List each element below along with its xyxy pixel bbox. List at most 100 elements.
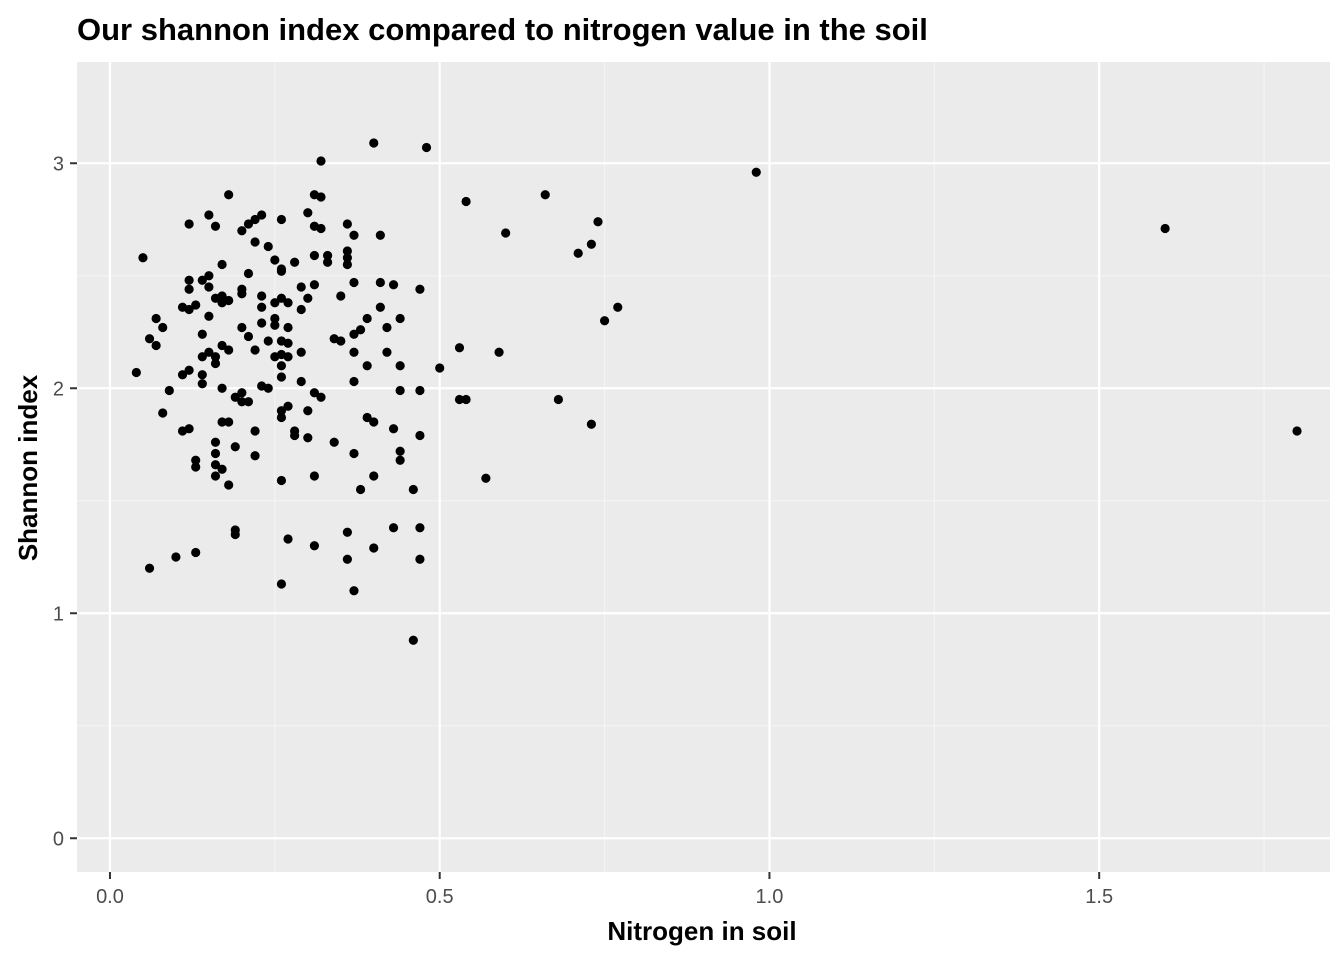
data-point [316, 392, 326, 402]
y-tick-label: 0 [53, 828, 64, 850]
data-point [1292, 426, 1302, 436]
data-point [316, 156, 326, 166]
data-point [263, 336, 273, 346]
data-point [362, 313, 372, 324]
data-point [421, 142, 432, 153]
data-point [151, 340, 161, 351]
data-point [303, 406, 313, 416]
data-point [250, 451, 260, 461]
data-point [217, 464, 227, 474]
data-point [276, 361, 287, 371]
data-point [349, 376, 359, 387]
data-point [283, 338, 293, 348]
data-point [171, 552, 181, 562]
data-point [586, 419, 596, 429]
data-point [217, 259, 227, 270]
data-point [349, 277, 359, 288]
data-point [303, 208, 313, 218]
data-point [204, 282, 214, 292]
data-point [395, 455, 405, 465]
data-point [184, 275, 194, 285]
data-point [342, 527, 352, 537]
data-point [309, 280, 320, 290]
data-point [138, 253, 148, 263]
data-point [481, 473, 491, 483]
data-point [276, 293, 287, 303]
data-point [276, 266, 287, 276]
data-point [243, 268, 254, 279]
data-point [382, 322, 392, 333]
data-point [224, 190, 234, 200]
data-point [309, 471, 320, 481]
data-point [257, 318, 267, 328]
data-point [349, 586, 359, 596]
data-point [296, 304, 306, 315]
data-point [237, 289, 247, 299]
data-point [415, 385, 425, 396]
data-point [276, 406, 287, 416]
data-point [303, 433, 313, 443]
y-tick-label: 3 [53, 153, 64, 175]
data-point [151, 313, 161, 324]
data-point [230, 442, 240, 452]
data-point [395, 313, 405, 324]
data-point [296, 282, 306, 292]
data-point [369, 417, 379, 427]
data-point [177, 370, 188, 380]
data-point [336, 291, 346, 301]
data-point [355, 484, 366, 495]
data-point [540, 190, 550, 200]
y-axis: 0 1 2 3 [53, 153, 77, 850]
data-point [250, 214, 260, 225]
data-point [342, 259, 352, 270]
data-point [362, 361, 372, 371]
data-point [454, 394, 465, 405]
data-point [210, 471, 221, 481]
data-point [415, 284, 425, 294]
data-point [408, 484, 418, 495]
data-point [197, 379, 207, 389]
data-point [270, 255, 280, 265]
data-point [375, 302, 385, 312]
data-point [336, 336, 346, 346]
data-point [323, 250, 333, 261]
gridlines [77, 62, 1330, 872]
data-point [210, 460, 221, 470]
data-point [362, 412, 372, 423]
data-point [382, 347, 392, 357]
data-point [415, 554, 425, 564]
data-point [461, 394, 471, 405]
data-point [257, 291, 267, 301]
data-point [349, 329, 359, 339]
data-point [131, 367, 141, 378]
data-point [276, 412, 287, 423]
data-point [276, 372, 287, 382]
data-point [388, 280, 399, 290]
data-point [461, 196, 471, 207]
data-point [250, 345, 260, 355]
x-axis-title: Nitrogen in soil [607, 916, 796, 946]
data-point [270, 320, 280, 330]
data-point [375, 277, 385, 288]
data-point [342, 219, 352, 229]
data-point [191, 462, 201, 472]
data-point [217, 340, 227, 351]
data-point [217, 417, 227, 427]
data-point [184, 219, 194, 229]
data-point [204, 271, 214, 281]
data-point [395, 446, 405, 456]
data-point [263, 383, 273, 393]
data-point [349, 448, 359, 459]
data-point [191, 455, 201, 465]
data-point [224, 480, 234, 490]
data-point [599, 316, 610, 326]
data-point [494, 347, 504, 357]
data-point [454, 343, 465, 353]
data-point [257, 210, 267, 220]
data-points [131, 138, 1302, 645]
data-point [270, 313, 280, 324]
data-point [296, 347, 306, 357]
data-point [230, 529, 240, 540]
data-point [270, 298, 280, 308]
